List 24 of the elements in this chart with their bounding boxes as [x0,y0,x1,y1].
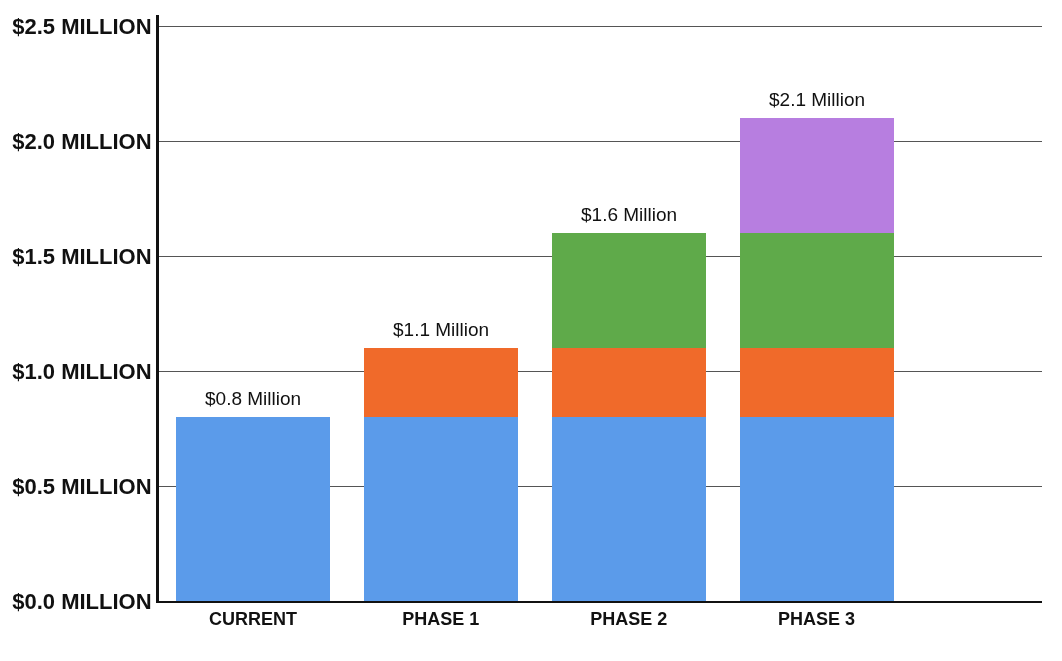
bar [551,233,706,349]
total-label: $1.1 Million [393,319,490,340]
y-tick-label: $0.0 MILLION [12,588,152,614]
total-label: $2.1 Million [769,89,866,110]
x-tick-label: CURRENT [208,608,297,629]
bar [551,417,706,601]
x-tick-label: PHASE 2 [590,608,668,629]
bar [739,118,894,234]
y-tick-label: $1.0 MILLION [12,358,152,384]
total-label: $1.6 Million [581,204,678,225]
total-label: $0.8 Million [205,388,302,409]
bar [363,348,518,418]
bar [739,417,894,601]
bar [739,233,894,349]
bar [739,348,894,418]
bar [363,417,518,601]
y-tick-label: $1.5 MILLION [12,243,152,269]
y-tick-label: $2.0 MILLION [12,129,152,155]
x-tick-label: PHASE 3 [778,608,856,629]
y-tick-label: $2.5 MILLION [12,14,152,40]
x-tick-label: PHASE 1 [402,608,480,629]
y-tick-label: $0.5 MILLION [12,473,152,499]
bar [551,348,706,418]
bar [175,417,330,601]
